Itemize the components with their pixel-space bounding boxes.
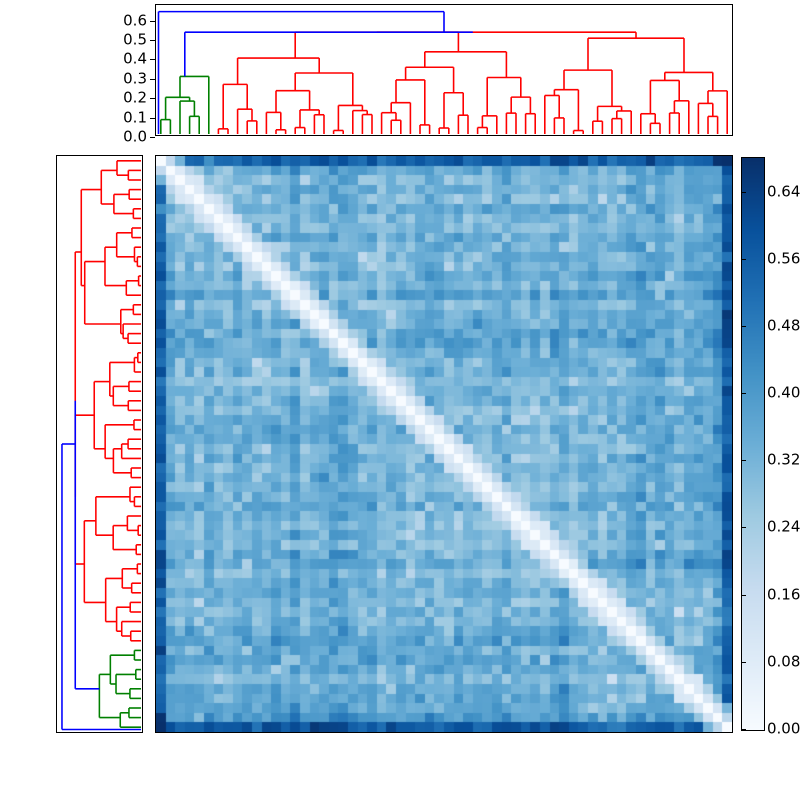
distance-matrix-heatmap [155, 155, 733, 733]
colorbar-tick-mark [741, 594, 746, 596]
colorbar-tick-mark [741, 258, 746, 260]
col-dendrogram-tick-label: 0.3 [123, 69, 147, 88]
row-dendrogram-svg [61, 160, 142, 731]
colorbar-tick-label: 0.16 [767, 585, 800, 604]
col-dendrogram-tick-mark [150, 117, 155, 119]
col-dendrogram-tick-label: 0.0 [123, 127, 147, 146]
colorbar-tick-label: 0.24 [767, 517, 800, 536]
col-dendrogram-tick-label: 0.5 [123, 30, 147, 49]
colorbar-tick-label: 0.48 [767, 316, 800, 335]
heatmap-canvas [156, 156, 732, 732]
colorbar-tick-mark [741, 661, 746, 663]
col-dendrogram-tick-mark [150, 137, 155, 138]
colorbar-tick-mark [741, 325, 746, 327]
colorbar-tick-mark [741, 191, 746, 193]
colorbar-gradient [742, 158, 764, 730]
col-dendrogram-tick-mark [150, 78, 155, 80]
colorbar-tick-mark [741, 729, 746, 730]
row-dendrogram [56, 155, 143, 733]
col-dendrogram-tick-mark [150, 98, 155, 100]
colorbar-tick-labels: 0.00 0.08 0.16 0.24 0.32 0.40 0.48 0.56 0.64 [741, 157, 800, 736]
column-dendrogram-svg [157, 10, 728, 135]
colorbar [741, 157, 765, 731]
colorbar-tick-label: 0.32 [767, 450, 800, 469]
column-dendrogram [155, 4, 733, 136]
col-dendrogram-tick-mark [150, 20, 155, 22]
col-dendrogram-tick-label: 0.4 [123, 49, 147, 68]
colorbar-tick-mark [741, 527, 746, 529]
column-dendrogram-axis: 0.0 0.1 0.2 0.3 0.4 0.5 0.6 [100, 0, 155, 144]
colorbar-tick-label: 0.40 [767, 383, 800, 402]
col-dendrogram-tick-label: 0.2 [123, 88, 147, 107]
col-dendrogram-tick-mark [150, 39, 155, 41]
col-dendrogram-tick-label: 0.6 [123, 11, 147, 30]
colorbar-tick-label: 0.08 [767, 652, 800, 671]
colorbar-tick-mark [741, 460, 746, 462]
colorbar-tick-mark [741, 393, 746, 395]
colorbar-tick-label: 0.56 [767, 249, 800, 268]
col-dendrogram-tick-label: 0.1 [123, 108, 147, 127]
col-dendrogram-tick-mark [150, 59, 155, 61]
colorbar-tick-label: 0.00 [767, 719, 800, 738]
colorbar-tick-label: 0.64 [767, 182, 800, 201]
